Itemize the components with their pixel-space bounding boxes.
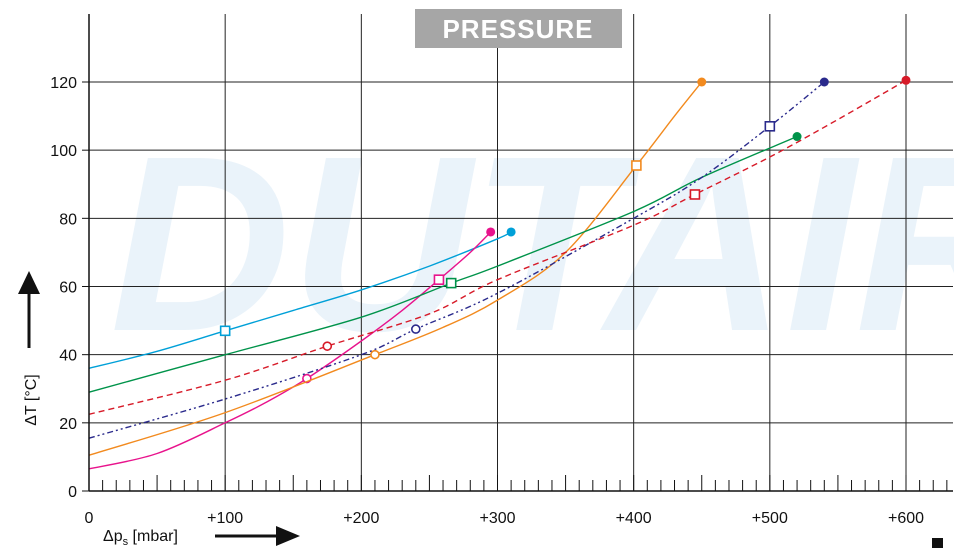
end-point-marker [792,132,802,142]
x-tick-label: +600 [888,510,924,527]
y-tick-label: 20 [59,416,77,433]
y-axis-title: ΔT [°C] [18,271,40,426]
x-tick-label: +300 [479,510,515,527]
open-square-marker [433,274,445,285]
open-square-marker [219,325,231,337]
series-5 [88,77,829,439]
series-line [88,231,512,369]
x-tick-label: +100 [207,510,243,527]
series-1 [88,227,516,369]
y-axis-arrow-icon [18,271,40,294]
open-square-marker [631,160,642,171]
series-2 [88,227,496,470]
open-circle-marker [370,349,380,360]
y-tick-label: 80 [59,211,77,228]
x-axis-title: Δps [mbar] [103,526,300,548]
open-square-marker [689,189,701,200]
series-3 [88,77,707,456]
end-point-marker [901,75,911,85]
y-tick-label: 0 [68,484,77,501]
x-tick-label: +400 [616,510,652,527]
y-tick-label: 100 [50,143,77,160]
x-tick-label: +200 [343,510,379,527]
title-banner [415,9,622,48]
x-tick-label: 0 [85,510,94,527]
y-tick-label: 120 [50,75,77,92]
open-circle-marker [322,341,333,351]
end-point-marker [819,77,829,87]
y-tick-labels: 0 20 40 60 80 100 120 [50,75,77,501]
y-axis-label: ΔT [°C] [23,374,40,425]
chart-title: PRESSURE [442,14,593,44]
corner-mark [932,538,943,548]
x-axis-arrow-icon [276,526,300,546]
x-tick-label: +500 [752,510,788,527]
y-tick-label: 40 [59,348,77,365]
y-tick-label: 60 [59,280,77,297]
series-line [88,79,907,415]
watermark: DUTAIR [110,104,954,383]
open-circle-marker [410,324,421,334]
x-tick-labels: 0 +100 +200 +300 +400 +500 +600 [85,510,925,527]
series-4 [88,132,802,393]
x-axis-label: Δps [mbar] [103,528,178,548]
end-point-marker [506,227,516,237]
series-line [88,135,798,393]
open-square-marker [445,277,457,289]
end-point-marker [486,227,496,237]
series-line [88,81,703,456]
open-square-marker [764,121,776,132]
series-line [88,231,492,470]
end-point-marker [697,77,707,87]
series-layer [88,75,911,470]
axes [82,14,953,492]
series-6 [88,75,911,415]
